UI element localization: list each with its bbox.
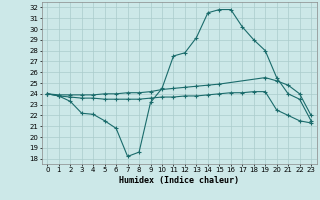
X-axis label: Humidex (Indice chaleur): Humidex (Indice chaleur) [119,176,239,185]
